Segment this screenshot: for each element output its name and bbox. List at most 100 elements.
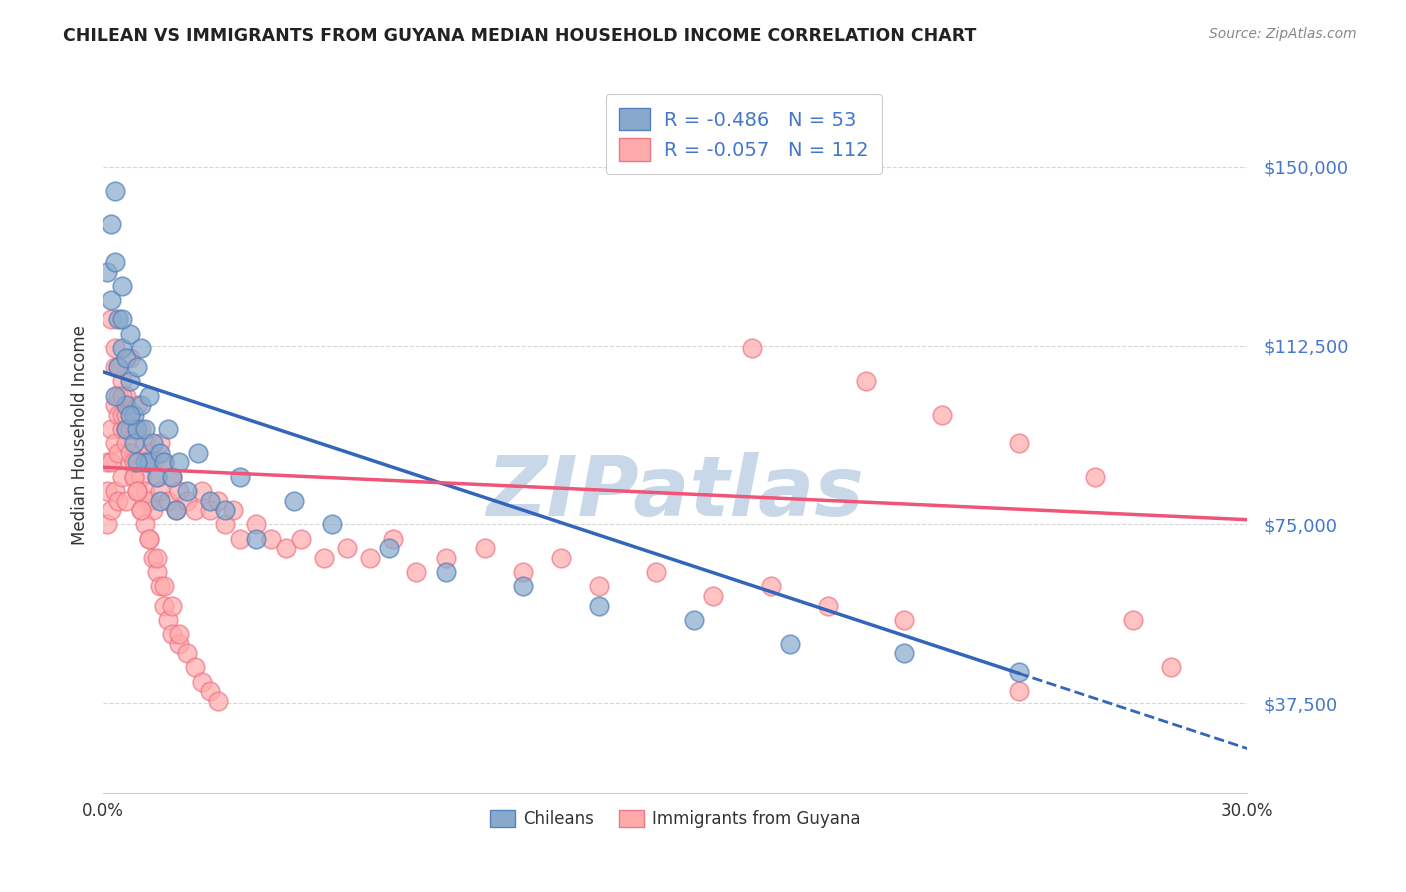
Point — [893, 646, 915, 660]
Point — [107, 389, 129, 403]
Point — [276, 541, 298, 556]
Point — [382, 532, 405, 546]
Point — [191, 674, 214, 689]
Point — [214, 517, 236, 532]
Point — [512, 565, 534, 579]
Point — [118, 455, 141, 469]
Point — [111, 408, 134, 422]
Point — [96, 265, 118, 279]
Point — [645, 565, 668, 579]
Point — [165, 503, 187, 517]
Point — [153, 455, 176, 469]
Point — [245, 517, 267, 532]
Point — [153, 455, 176, 469]
Point — [169, 637, 191, 651]
Legend: Chileans, Immigrants from Guyana: Chileans, Immigrants from Guyana — [484, 803, 868, 834]
Point — [145, 469, 167, 483]
Point — [198, 503, 221, 517]
Point — [142, 436, 165, 450]
Point — [96, 484, 118, 499]
Point — [115, 493, 138, 508]
Point — [183, 660, 205, 674]
Point — [111, 422, 134, 436]
Point — [107, 312, 129, 326]
Point — [115, 398, 138, 412]
Point — [229, 469, 252, 483]
Point — [153, 599, 176, 613]
Point — [115, 436, 138, 450]
Point — [129, 422, 152, 436]
Point — [149, 446, 172, 460]
Point — [134, 455, 156, 469]
Point — [115, 422, 138, 436]
Point — [191, 484, 214, 499]
Point — [169, 455, 191, 469]
Point — [127, 455, 149, 469]
Point — [405, 565, 427, 579]
Point — [1007, 665, 1029, 680]
Point — [122, 408, 145, 422]
Point — [129, 503, 152, 517]
Point — [103, 255, 125, 269]
Point — [100, 312, 122, 326]
Point — [138, 532, 160, 546]
Point — [169, 627, 191, 641]
Point — [118, 408, 141, 422]
Point — [127, 398, 149, 412]
Point — [118, 408, 141, 422]
Point — [176, 493, 198, 508]
Point — [103, 398, 125, 412]
Point — [156, 493, 179, 508]
Point — [103, 360, 125, 375]
Point — [160, 627, 183, 641]
Point — [138, 446, 160, 460]
Y-axis label: Median Household Income: Median Household Income — [72, 325, 89, 545]
Point — [779, 637, 801, 651]
Point — [103, 484, 125, 499]
Point — [107, 493, 129, 508]
Point — [378, 541, 401, 556]
Point — [103, 436, 125, 450]
Point — [111, 312, 134, 326]
Point — [138, 532, 160, 546]
Point — [183, 503, 205, 517]
Point — [129, 341, 152, 355]
Point — [115, 351, 138, 365]
Point — [1007, 684, 1029, 698]
Point — [142, 550, 165, 565]
Point — [187, 446, 209, 460]
Point — [100, 217, 122, 231]
Point — [115, 408, 138, 422]
Point — [127, 484, 149, 499]
Point — [156, 422, 179, 436]
Point — [111, 469, 134, 483]
Point — [100, 422, 122, 436]
Point — [314, 550, 336, 565]
Point — [156, 613, 179, 627]
Point — [359, 550, 381, 565]
Point — [107, 360, 129, 375]
Point — [176, 484, 198, 499]
Point — [160, 469, 183, 483]
Point — [107, 446, 129, 460]
Point — [129, 503, 152, 517]
Point — [222, 503, 245, 517]
Point — [134, 422, 156, 436]
Point — [129, 469, 152, 483]
Text: CHILEAN VS IMMIGRANTS FROM GUYANA MEDIAN HOUSEHOLD INCOME CORRELATION CHART: CHILEAN VS IMMIGRANTS FROM GUYANA MEDIAN… — [63, 27, 977, 45]
Point — [149, 493, 172, 508]
Point — [702, 589, 724, 603]
Point — [111, 279, 134, 293]
Point — [122, 469, 145, 483]
Point — [118, 326, 141, 341]
Point — [118, 375, 141, 389]
Point — [134, 484, 156, 499]
Point — [107, 408, 129, 422]
Point — [207, 493, 229, 508]
Point — [214, 503, 236, 517]
Point — [759, 579, 782, 593]
Point — [127, 422, 149, 436]
Point — [283, 493, 305, 508]
Point — [122, 469, 145, 483]
Point — [103, 184, 125, 198]
